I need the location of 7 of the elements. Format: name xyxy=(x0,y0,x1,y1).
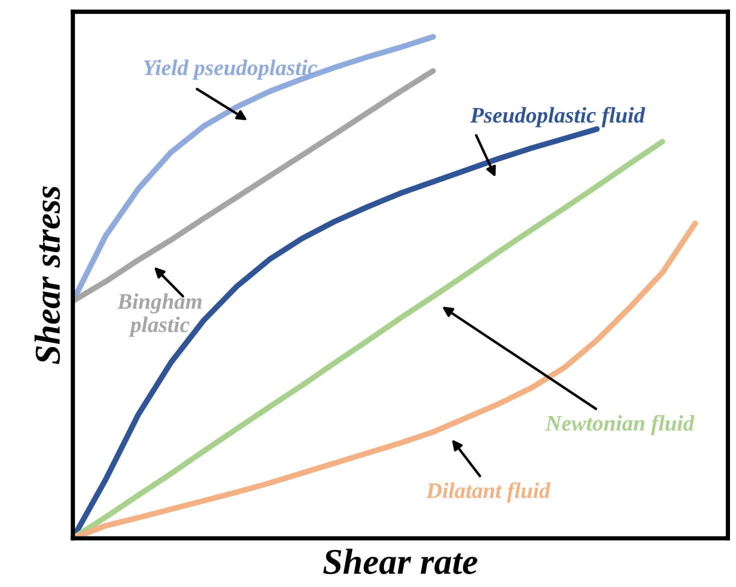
text: Dilatant fluid xyxy=(426,482,550,503)
x-axis-title: Shear rate xyxy=(323,548,478,574)
series-label: Bingham plastic xyxy=(117,293,202,337)
y-axis-title: Shear stress xyxy=(34,186,60,364)
series-label: Pseudoplastic fluid xyxy=(470,106,646,128)
text: Newtonian fluid xyxy=(545,414,694,436)
series-label: Yield pseudoplastic xyxy=(144,60,318,80)
